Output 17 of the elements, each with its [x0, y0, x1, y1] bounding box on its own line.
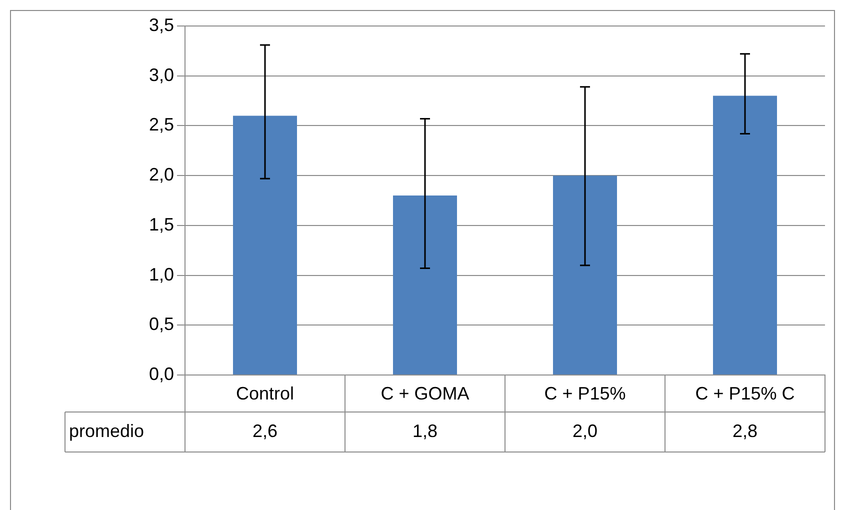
data-label: 2,8 [732, 420, 758, 441]
y-tick-label: 2,0 [148, 164, 174, 185]
x-tick-label: Control [236, 383, 294, 404]
y-tick-label: 1,0 [148, 264, 174, 284]
text: promedio [69, 420, 144, 441]
y-tick-label: 1,5 [148, 214, 174, 234]
x-tick-label: C + GOMA [380, 383, 470, 404]
data-label: 1,8 [412, 420, 438, 441]
data-label: 2,6 [252, 420, 278, 441]
data-label: 2,0 [572, 420, 598, 441]
y-tick-label: 3,5 [148, 14, 174, 35]
y-tick-label: 0,5 [148, 314, 174, 334]
y-tick-label: 2,5 [148, 114, 174, 135]
y-tick-label: 0,0 [148, 364, 174, 384]
y-tick-label: 3,0 [148, 64, 174, 85]
x-tick-label: C + P15% [544, 383, 626, 404]
x-tick-label: C + P15% C [695, 383, 795, 404]
